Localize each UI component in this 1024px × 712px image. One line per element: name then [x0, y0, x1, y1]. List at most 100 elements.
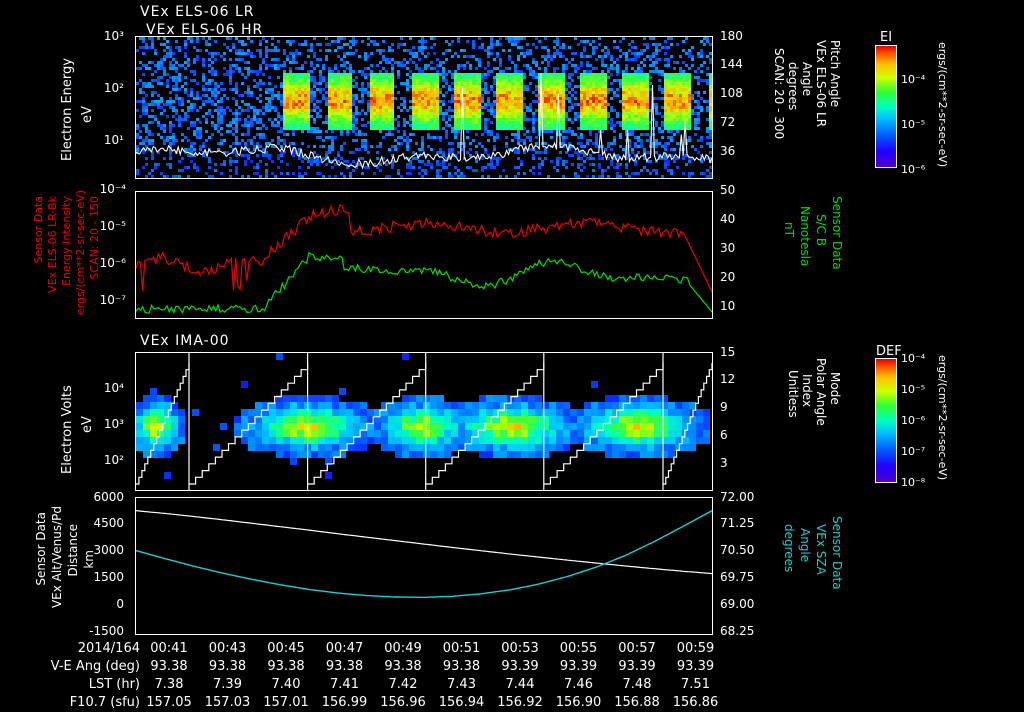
panel3-ytick-1: 10³	[103, 417, 124, 431]
panel2-right-label-4: nT	[782, 222, 796, 237]
panel1-right-label-1: Pitch Angle	[828, 40, 842, 108]
panel4-right-label-1: Sensor Data	[830, 516, 844, 590]
table-cell-f107: 157.01	[263, 695, 309, 710]
panel2-ytick-1: 10⁻⁵	[99, 219, 126, 233]
table-cell-time: 00:55	[559, 641, 598, 656]
panel4-rtick-0: 72.00	[720, 490, 755, 504]
table-cell-time: 00:43	[208, 641, 247, 656]
panel1-right-label-2: VEx ELS-06 LR	[814, 40, 828, 128]
panel1-rtick-4: 36	[720, 144, 736, 158]
panel4-rtick-5: 68.25	[720, 624, 755, 638]
panel2-rtick-3: 20	[720, 270, 736, 284]
panel3-right-label-1: Mode	[828, 372, 842, 405]
def-tick-2: 10⁻⁶	[901, 414, 926, 427]
panel2-right-label-1: Sensor Data	[830, 196, 844, 270]
table-cell-time: 00:53	[501, 641, 539, 656]
panel2-rtick-1: 40	[720, 212, 736, 226]
panel4-curves	[136, 510, 712, 599]
panel1-right-label-5: SCAN: 20 - 300	[772, 48, 786, 140]
panel4-right-label-3: Angle	[798, 528, 812, 563]
panel1-ytick-2: 10¹	[103, 133, 124, 147]
table-cell-time: 00:59	[676, 641, 715, 656]
panel3-plot-area[interactable]	[135, 352, 713, 491]
panel2-rtick-4: 10	[720, 299, 736, 313]
panel3-right-label-4: Unitless	[786, 370, 800, 418]
table-cell-time: 00:47	[325, 641, 364, 656]
table-cell-lst: 7.42	[388, 677, 418, 692]
table-cell-f107: 156.90	[555, 695, 602, 710]
ei-colorbar[interactable]	[875, 45, 897, 168]
panel2-left-label-3: Energy Intensity	[60, 196, 73, 286]
ve-ang-label: V-E Ang (deg)	[50, 659, 140, 674]
panel1-rtick-3: 72	[720, 115, 736, 129]
panel4-right-label-4: degrees	[782, 524, 796, 573]
def-colorbar[interactable]	[875, 358, 897, 483]
table-cell-f107: 156.88	[614, 695, 660, 710]
table-cell-ve-ang: 93.38	[325, 659, 364, 674]
table-cell-ve-ang: 93.38	[384, 659, 422, 674]
panel4-rtick-2: 70.50	[720, 543, 755, 557]
def-tick-0: 10⁻⁴	[901, 352, 926, 365]
table-cell-time: 00:49	[384, 641, 422, 656]
panel4-rtick-3: 69.75	[720, 570, 755, 584]
panel1-right-label-3: Angle	[800, 62, 814, 97]
panel2-plot-area[interactable]	[135, 191, 713, 319]
panel3-ytick-0: 10⁴	[103, 381, 124, 395]
def-colorbar-gradient	[876, 359, 896, 482]
panel4-left-label-2: VEx Alt/Venus/Pd	[50, 506, 64, 609]
table-cell-ve-ang: 93.39	[676, 659, 715, 674]
panel3-rtick-2: 9	[720, 400, 728, 414]
panel4-ytick-0: 6000	[93, 490, 124, 504]
date-label: 2014/164	[77, 641, 140, 656]
table-cell-ve-ang: 93.38	[442, 659, 481, 674]
panel1-spectrogram	[136, 37, 712, 178]
table-cell-ve-ang: 93.39	[618, 659, 656, 674]
panel3-rtick-4: 3	[720, 456, 728, 470]
panel3-spectrogram	[136, 353, 712, 490]
panel1-ytick-1: 10²	[103, 81, 124, 95]
panel2-ytick-3: 10⁻⁷	[99, 293, 126, 307]
panel1-title-lr: VEx ELS-06 LR	[140, 4, 255, 20]
table-row-f107: F10.7 (sfu)	[0, 694, 1024, 712]
table-cell-lst: 7.48	[622, 677, 652, 692]
table-cell-lst: 7.44	[505, 677, 535, 692]
table-cell-f107: 156.96	[380, 695, 426, 710]
panel2-rtick-2: 30	[720, 241, 736, 255]
ei-tick-2: 10⁻⁶	[901, 163, 926, 176]
def-colorbar-units: ergs/(cm**2-sr-sec-eV)	[936, 355, 949, 481]
panel1-rtick-1: 144	[720, 57, 743, 71]
bottom-data-table: 2014/164 V-E Ang (deg) LST (hr) F10.7 (s…	[0, 640, 1024, 710]
panel2-right-label-2: S/C B	[814, 214, 828, 247]
panel2-ytick-2: 10⁻⁶	[99, 256, 126, 270]
table-cell-ve-ang: 93.38	[208, 659, 247, 674]
panel2-right-label-3: Nanotesla	[798, 206, 812, 267]
table-cell-lst: 7.46	[564, 677, 593, 692]
table-cell-f107: 156.86	[672, 695, 719, 710]
panel1-title-hr: VEx ELS-06 HR	[146, 22, 264, 38]
panel1-plot-area[interactable]	[135, 36, 713, 179]
table-row-time: 2014/164	[0, 640, 1024, 658]
panel4-left-label-1: Sensor Data	[34, 512, 48, 586]
def-tick-1: 10⁻⁵	[901, 383, 926, 396]
table-cell-f107: 156.99	[321, 695, 368, 710]
table-cell-ve-ang: 93.39	[501, 659, 539, 674]
panel3-title: VEx IMA-00	[140, 333, 230, 349]
table-cell-time: 00:45	[267, 641, 305, 656]
table-cell-lst: 7.41	[330, 677, 359, 692]
panel3-rtick-1: 12	[720, 372, 736, 386]
panel1-rtick-0: 180	[720, 29, 743, 43]
panel4-ytick-5: -1500	[89, 624, 124, 638]
def-tick-3: 10⁻⁷	[901, 445, 926, 458]
table-cell-lst: 7.39	[213, 677, 242, 692]
panel4-rtick-1: 71.25	[720, 516, 755, 530]
def-tick-4: 10⁻⁸	[901, 476, 926, 489]
table-cell-ve-ang: 93.39	[559, 659, 598, 674]
table-cell-time: 00:51	[442, 641, 481, 656]
panel3-ytick-2: 10²	[103, 453, 124, 467]
table-cell-lst: 7.43	[447, 677, 476, 692]
table-cell-ve-ang: 93.38	[267, 659, 305, 674]
table-cell-time: 00:41	[150, 641, 188, 656]
panel2-left-label-2: VEx ELS-06 LR-Bk	[46, 196, 59, 293]
ei-colorbar-gradient	[876, 46, 896, 167]
panel4-plot-area[interactable]	[135, 497, 713, 635]
